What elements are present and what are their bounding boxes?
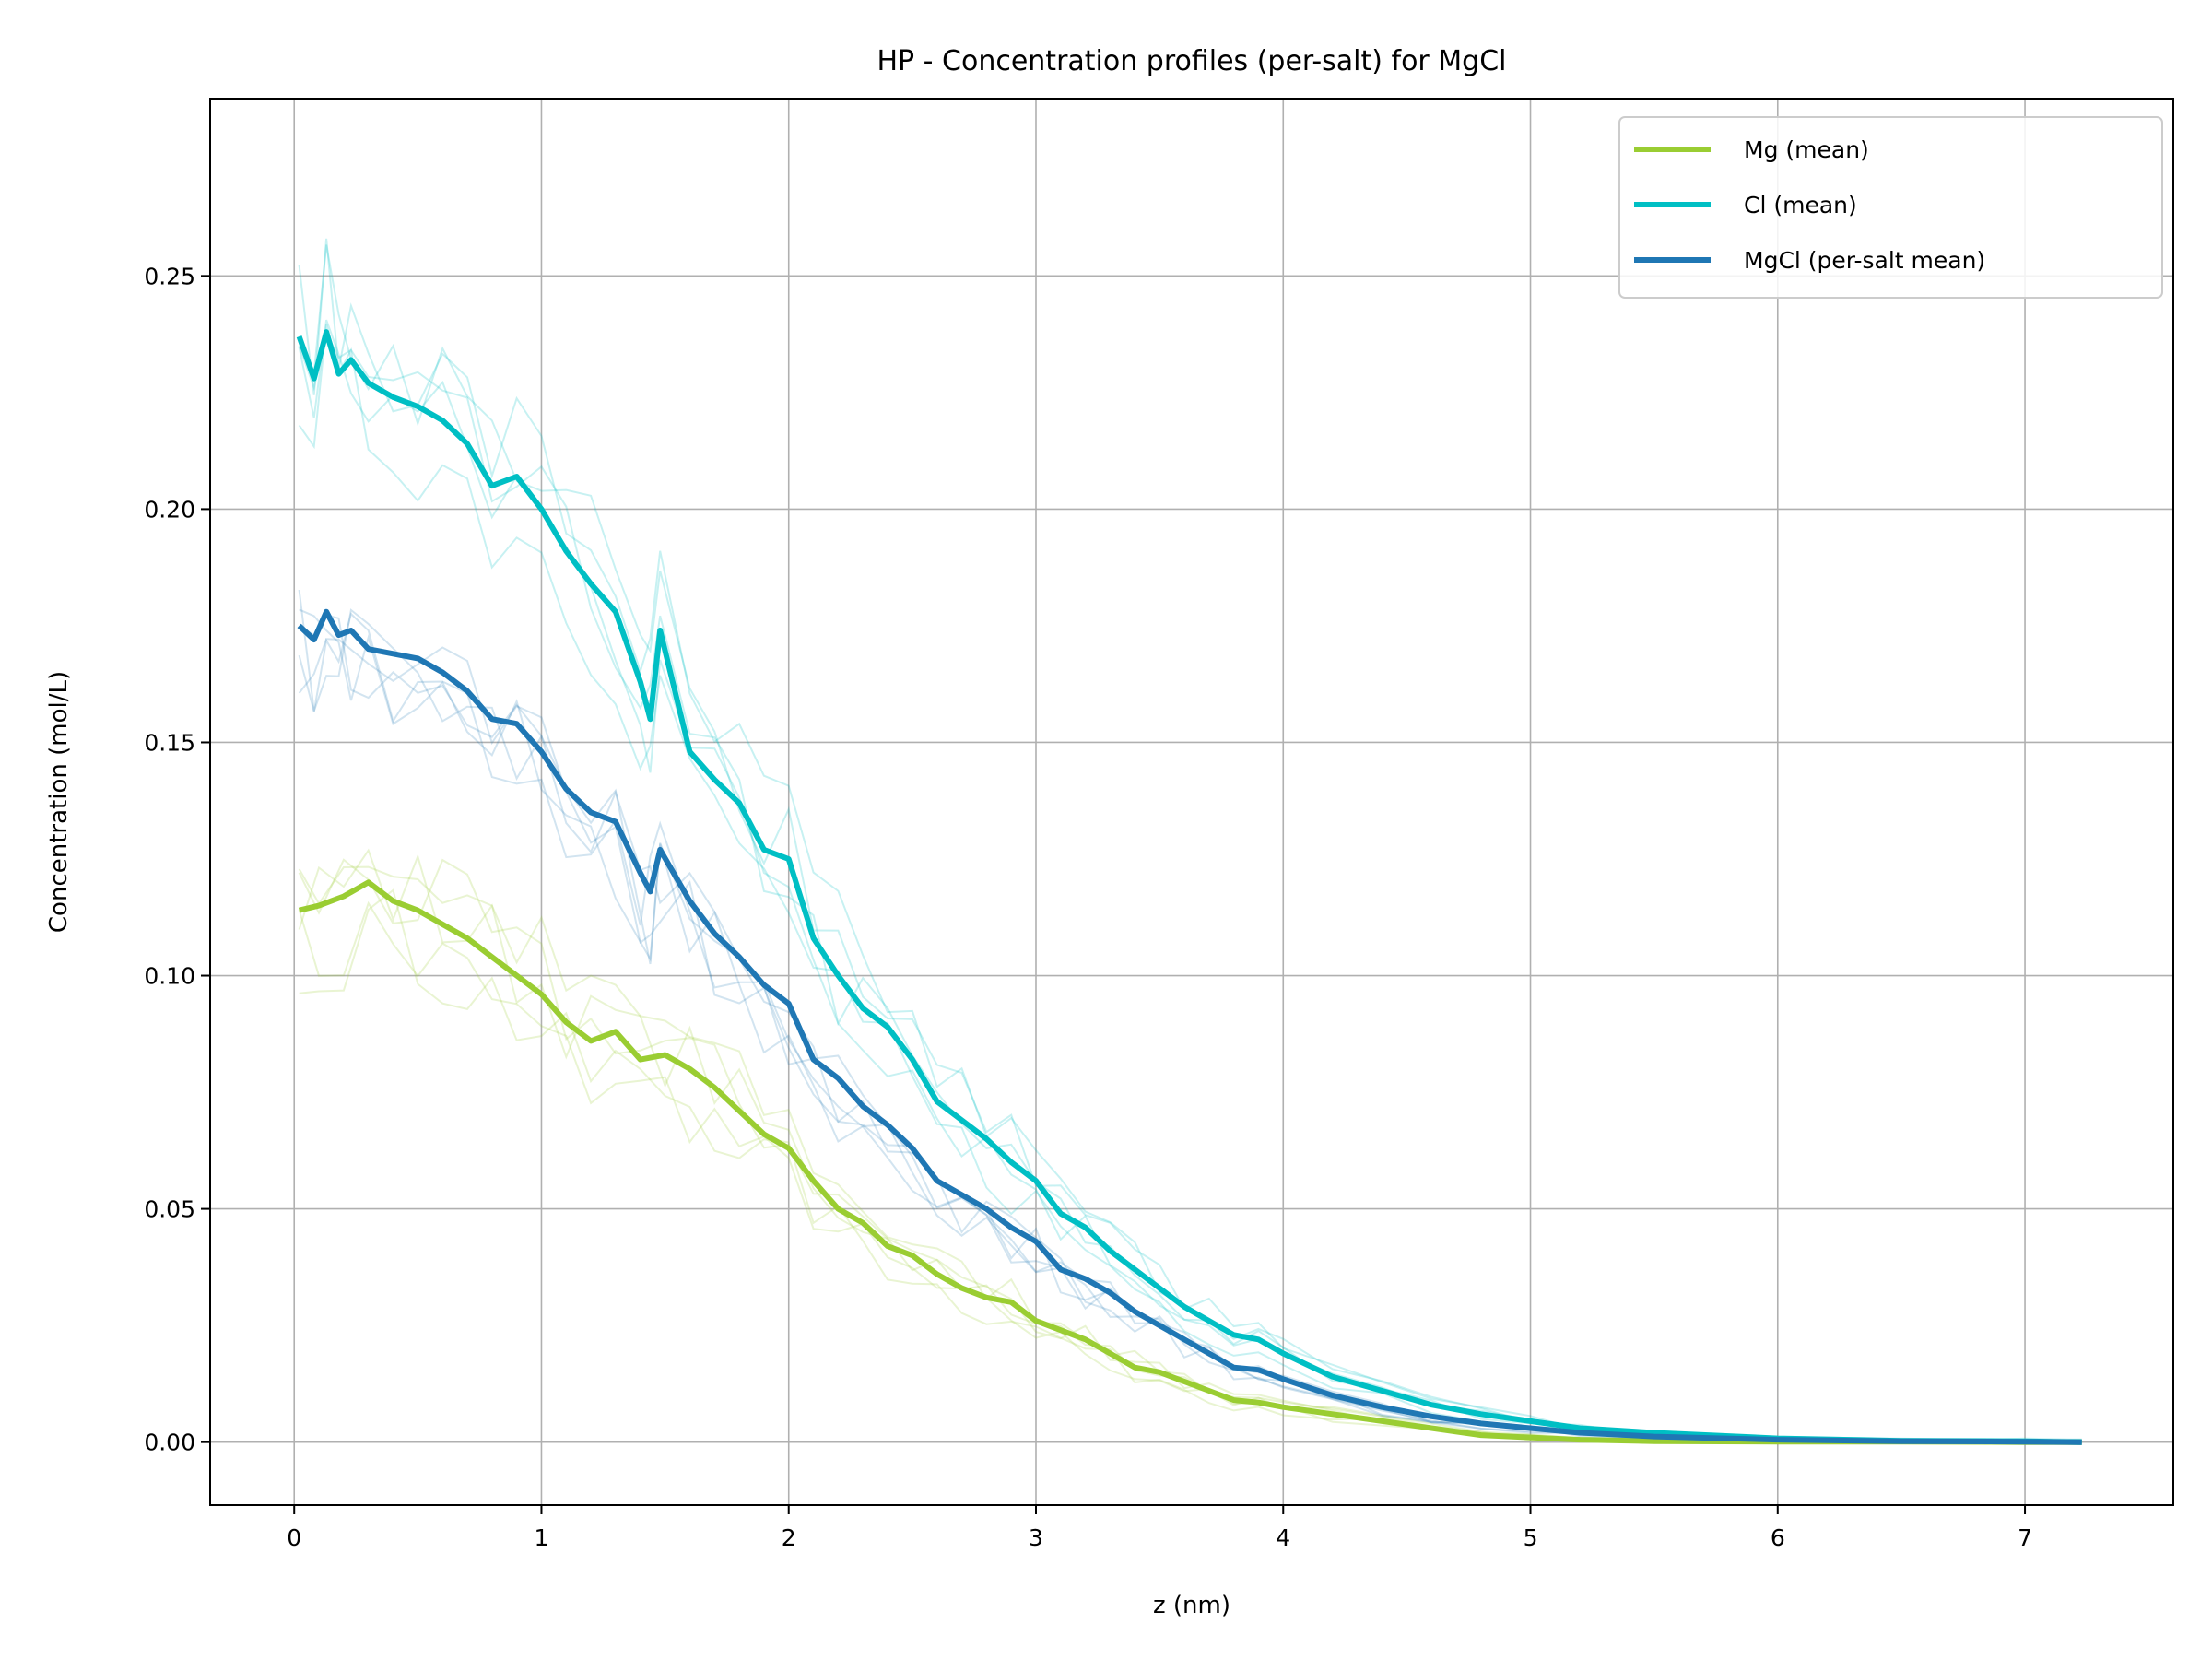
- x-tick-label: 6: [1771, 1524, 1785, 1551]
- replicate-line: [299, 614, 2082, 1443]
- replicate-line: [298, 244, 2082, 1443]
- y-tick-label: 0.15: [144, 729, 195, 756]
- x-tick-label: 7: [2018, 1524, 2032, 1551]
- x-tick-label: 3: [1029, 1524, 1043, 1551]
- series-line: [298, 879, 2082, 1445]
- legend-box: [1618, 116, 2163, 299]
- y-tick-label: 0.00: [144, 1430, 195, 1456]
- y-axis-ticks: 0.00 0.05 0.10 0.15 0.20 0.25: [144, 263, 210, 1456]
- x-tick-label: 4: [1276, 1524, 1290, 1551]
- replicate-line: [298, 865, 2082, 1443]
- y-tick-label: 0.10: [144, 963, 195, 990]
- replicate-line: [298, 638, 2082, 1442]
- legend: Mg (mean) Cl (mean) MgCl (per-salt mean): [1618, 116, 2163, 299]
- legend-label: Cl (mean): [1744, 192, 1857, 218]
- x-tick-label: 0: [287, 1524, 301, 1551]
- x-axis-label: z (nm): [1153, 1592, 1230, 1619]
- x-tick-label: 2: [782, 1524, 796, 1551]
- series-line: [297, 608, 2082, 1445]
- legend-label: MgCl (per-salt mean): [1744, 247, 1985, 274]
- series-line: [296, 329, 2082, 1445]
- x-axis-ticks: 0 1 2 3 4 5 6 7: [287, 1505, 2032, 1551]
- y-tick-label: 0.20: [144, 496, 195, 523]
- plot-frame: [209, 98, 2174, 1506]
- chart-title: HP - Concentration profiles (per-salt) f…: [877, 45, 1506, 77]
- replicate-line: [298, 238, 2082, 1443]
- legend-label: Mg (mean): [1744, 136, 1869, 163]
- y-tick-label: 0.25: [144, 263, 195, 289]
- y-tick-label: 0.05: [144, 1196, 195, 1223]
- series-lines: [296, 329, 2082, 1445]
- x-tick-label: 1: [535, 1524, 549, 1551]
- replicate-line: [298, 858, 2082, 1443]
- y-axis-label: Concentration (mol/L): [45, 671, 73, 933]
- x-tick-label: 5: [1524, 1524, 1538, 1551]
- grid: [210, 99, 2173, 1505]
